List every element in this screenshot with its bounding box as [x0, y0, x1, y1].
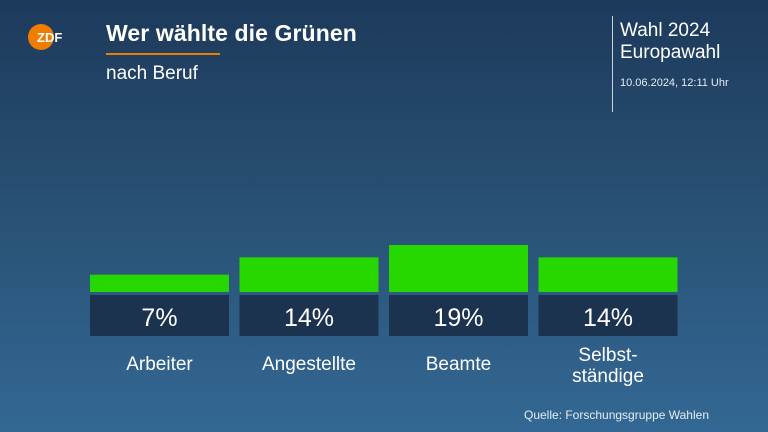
value-box-3 — [538, 295, 678, 336]
zdf-logo: ZDF — [28, 24, 62, 50]
title-underline — [106, 53, 220, 55]
chart-title: Wer wählte die Grünen — [106, 20, 357, 46]
timestamp: 10.06.2024, 12:11 Uhr — [620, 77, 729, 89]
value-label-1: 14% — [284, 304, 334, 332]
value-label-2: 19% — [433, 304, 483, 332]
chart-subtitle: nach Beruf — [106, 63, 198, 84]
bar-0 — [90, 274, 229, 292]
bar-3 — [538, 257, 678, 292]
bar-2 — [389, 245, 528, 292]
category-label-1: Angestellte — [262, 354, 356, 375]
value-label-3: 14% — [583, 304, 633, 332]
election-type: Europawahl — [620, 42, 721, 63]
header-divider — [612, 16, 613, 112]
category-label-3: Selbst-ständige — [572, 345, 644, 387]
election-name: Wahl 2024 — [620, 20, 711, 41]
source-note: Quelle: Forschungsgruppe Wahlen — [524, 408, 709, 422]
value-box-1 — [239, 295, 379, 336]
category-label-2: Beamte — [426, 354, 491, 375]
category-label-0: Arbeiter — [126, 354, 193, 375]
logo-wordmark: ZDF — [37, 30, 62, 45]
bar-1 — [239, 257, 379, 292]
value-box-0 — [90, 295, 229, 336]
value-box-2 — [389, 295, 528, 336]
value-label-0: 7% — [141, 304, 177, 332]
